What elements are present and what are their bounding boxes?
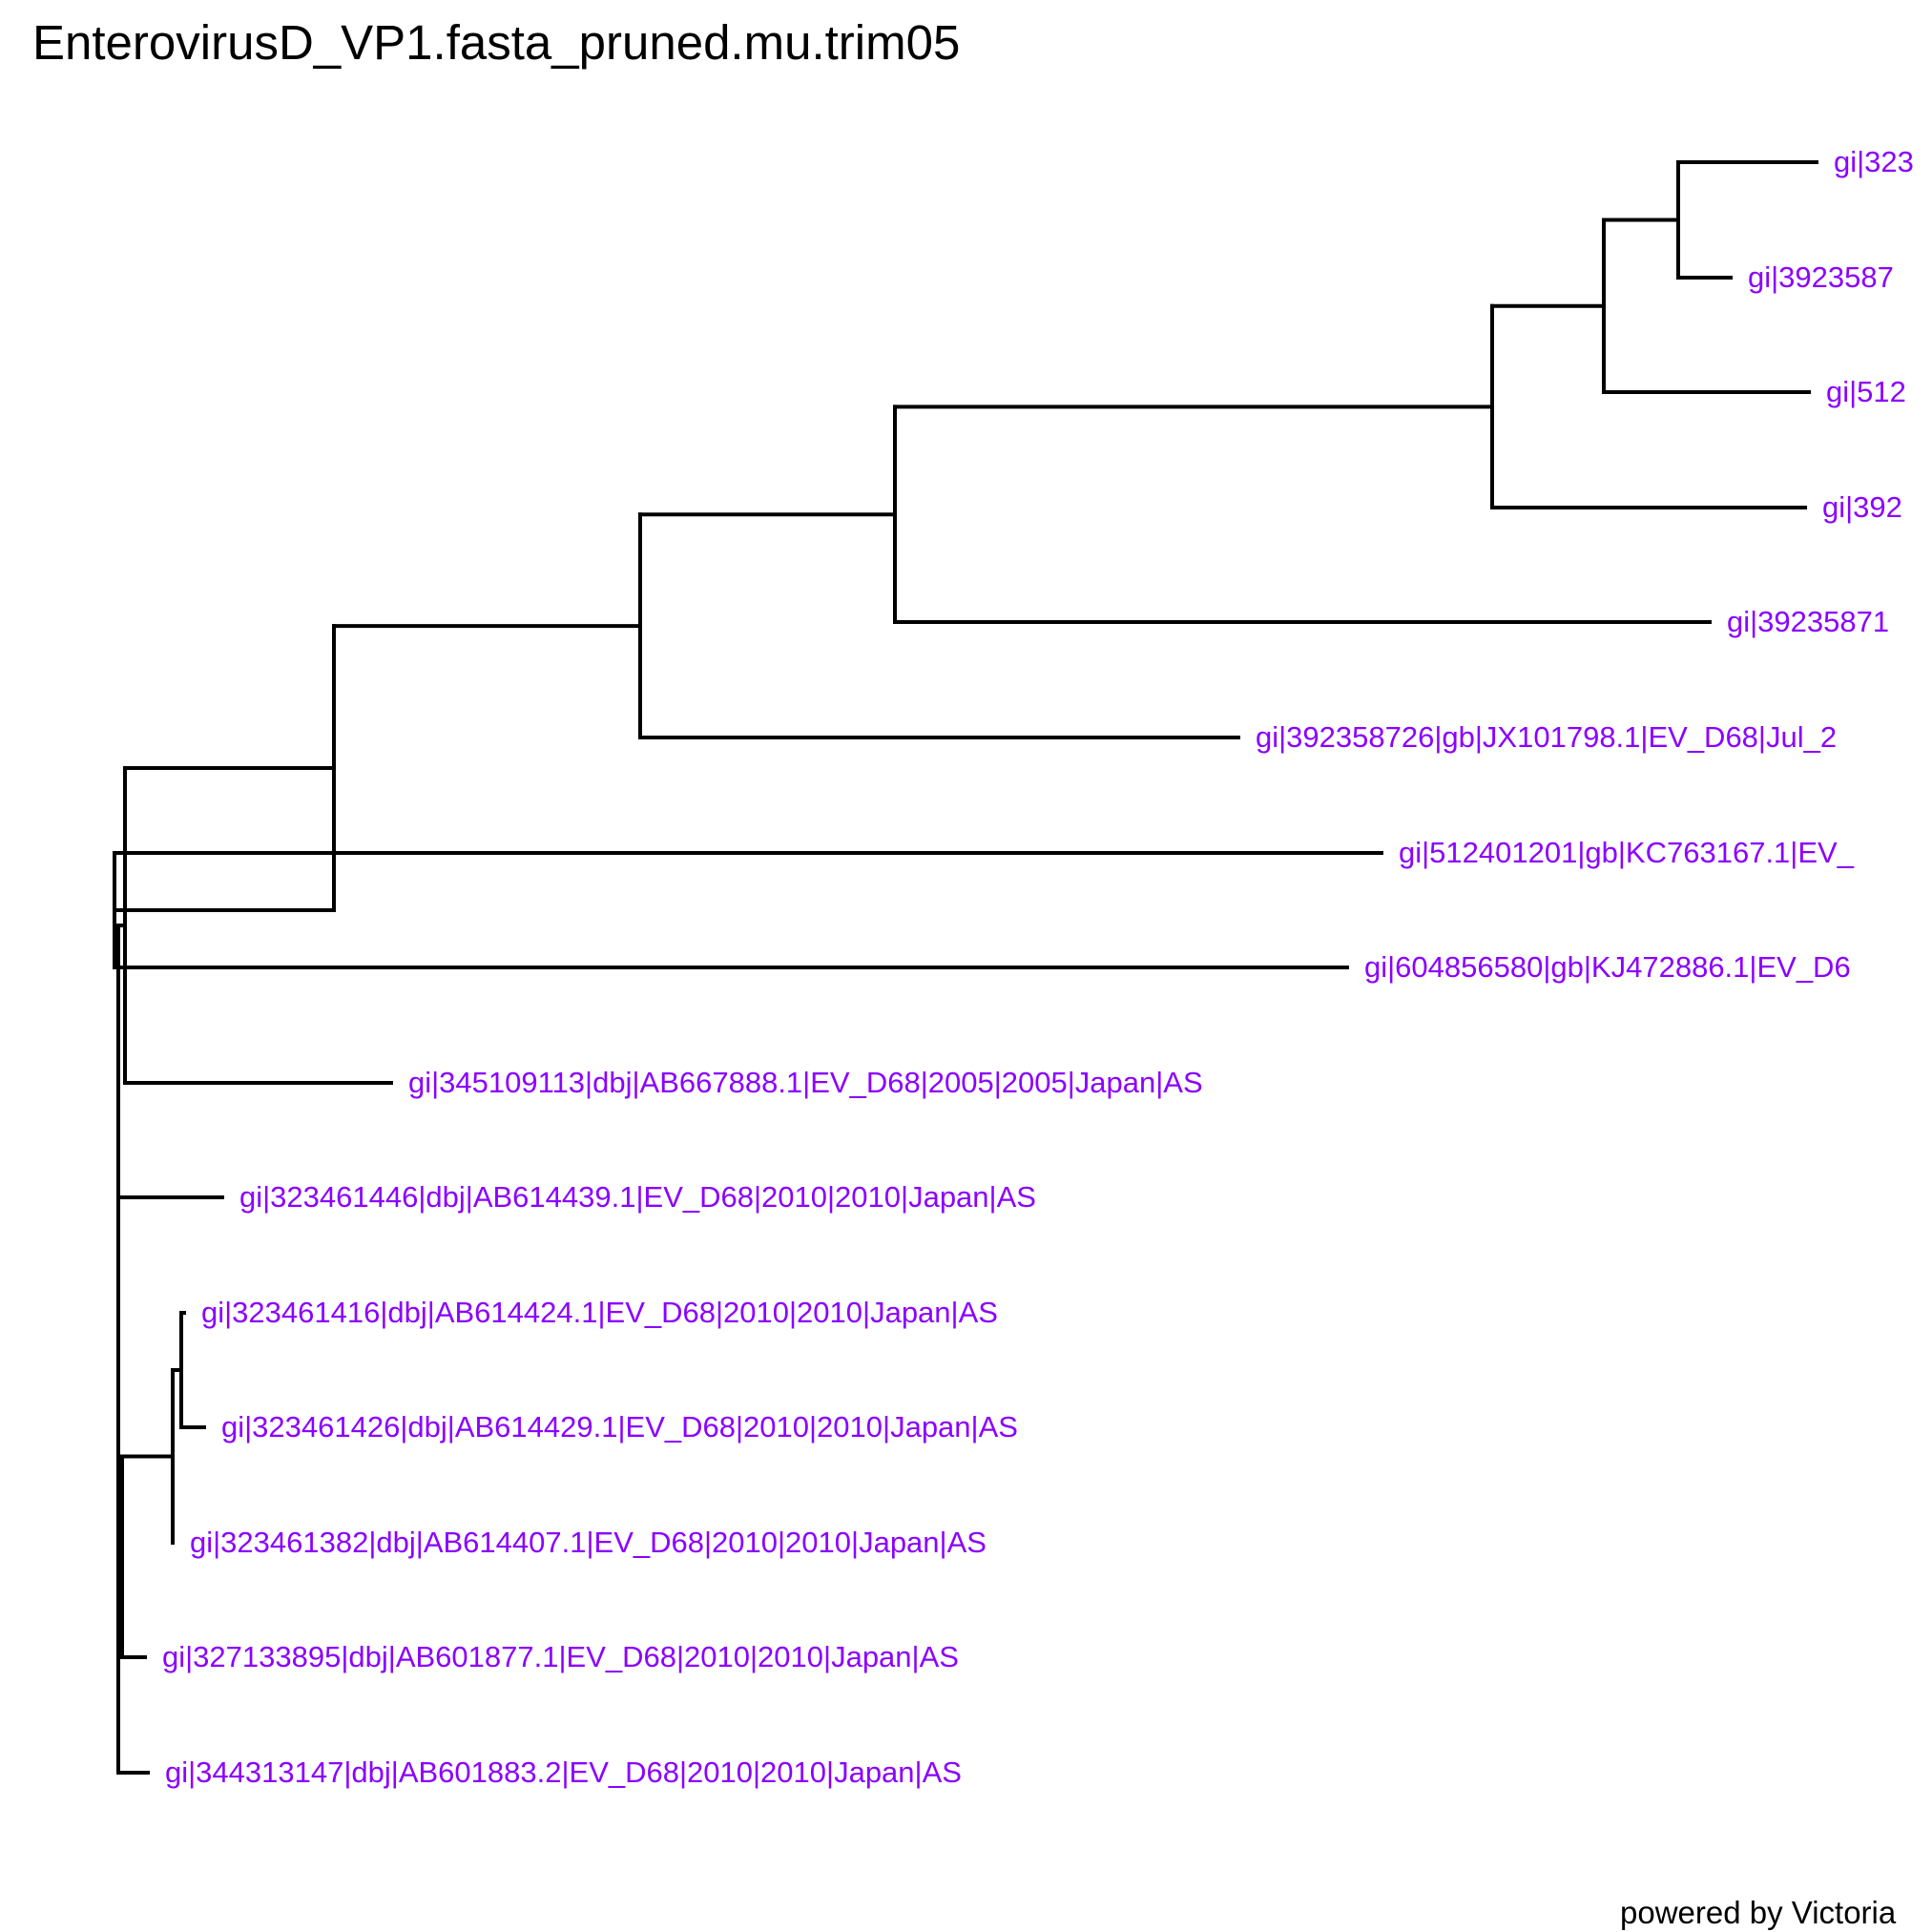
tip-label: gi|323461382|dbj|AB614407.1|EV_D68|2010|… [190,1526,987,1559]
footer-credit: powered by Victoria [1620,1895,1897,1930]
tip-label: gi|512401201|gb|KC763167.1|EV_ [1399,836,1855,869]
tip-label: gi|604856580|gb|KJ472886.1|EV_D6 [1364,950,1851,984]
tip-label: gi|323 [1834,145,1914,178]
tip-label: gi|344313147|dbj|AB601883.2|EV_D68|2010|… [165,1755,962,1789]
tip-label: gi|323461446|dbj|AB614439.1|EV_D68|2010|… [239,1180,1036,1214]
tip-label: gi|512 [1826,375,1906,408]
tip-label: gi|327133895|dbj|AB601877.1|EV_D68|2010|… [162,1640,959,1673]
figure-title: EnterovirusD_VP1.fasta_pruned.mu.trim05 [32,15,960,70]
tip-labels: gi|323 gi|3923587 gi|512 gi|392 gi|39235871 g… [162,145,1914,1789]
tip-label: gi|345109113|dbj|AB667888.1|EV_D68|2005|… [408,1066,1203,1099]
tree-branches [113,160,1818,1775]
tip-label: gi|39235871 [1727,605,1889,638]
tip-label: gi|3923587 [1748,260,1894,294]
tip-label: gi|323461426|dbj|AB614429.1|EV_D68|2010|… [221,1410,1018,1444]
tip-label: gi|392 [1822,490,1902,524]
tip-label: gi|392358726|gb|JX101798.1|EV_D68|Jul_2 [1256,720,1837,754]
tip-label: gi|323461416|dbj|AB614424.1|EV_D68|2010|… [201,1296,998,1329]
